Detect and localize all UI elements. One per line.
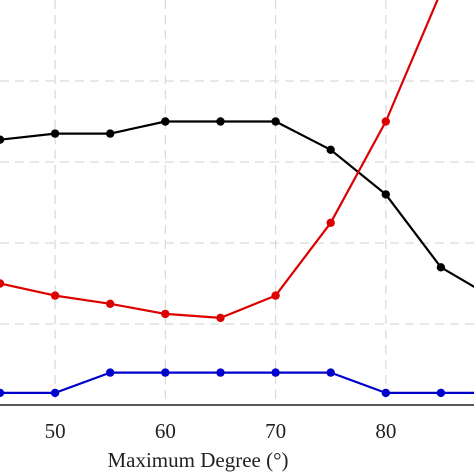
data-point xyxy=(106,368,115,377)
data-point xyxy=(0,135,5,144)
x-tick-label: 50 xyxy=(45,419,66,443)
data-point xyxy=(381,190,390,199)
series-line-0 xyxy=(0,120,474,289)
data-point xyxy=(0,279,5,288)
series-layer xyxy=(0,0,474,398)
data-point xyxy=(381,117,390,126)
data-point xyxy=(161,309,170,319)
x-tick-labels: 50 60 70 80 xyxy=(45,419,397,443)
data-point xyxy=(50,291,60,300)
data-point xyxy=(271,117,280,126)
data-point xyxy=(271,291,280,300)
data-point xyxy=(436,388,446,398)
data-point xyxy=(50,129,60,138)
data-point xyxy=(216,368,225,377)
data-point xyxy=(271,368,280,377)
data-point xyxy=(106,129,115,138)
data-point xyxy=(381,388,390,398)
x-tick-label: 80 xyxy=(375,419,396,443)
data-point xyxy=(326,145,335,154)
data-point xyxy=(50,388,60,398)
data-point xyxy=(106,299,115,308)
data-point xyxy=(326,368,335,377)
series-line-2 xyxy=(0,371,474,394)
data-point xyxy=(216,313,225,323)
x-tick-label: 60 xyxy=(155,419,176,443)
data-point xyxy=(216,117,225,126)
x-axis-label: Maximum Degree (°) xyxy=(107,448,288,472)
data-point xyxy=(326,218,335,227)
data-point xyxy=(161,117,170,126)
data-point xyxy=(436,263,446,272)
x-tick-label: 70 xyxy=(265,419,286,443)
data-point xyxy=(0,388,5,398)
data-point xyxy=(161,368,170,377)
series-line-1 xyxy=(0,0,439,319)
grid-lines xyxy=(0,0,474,405)
